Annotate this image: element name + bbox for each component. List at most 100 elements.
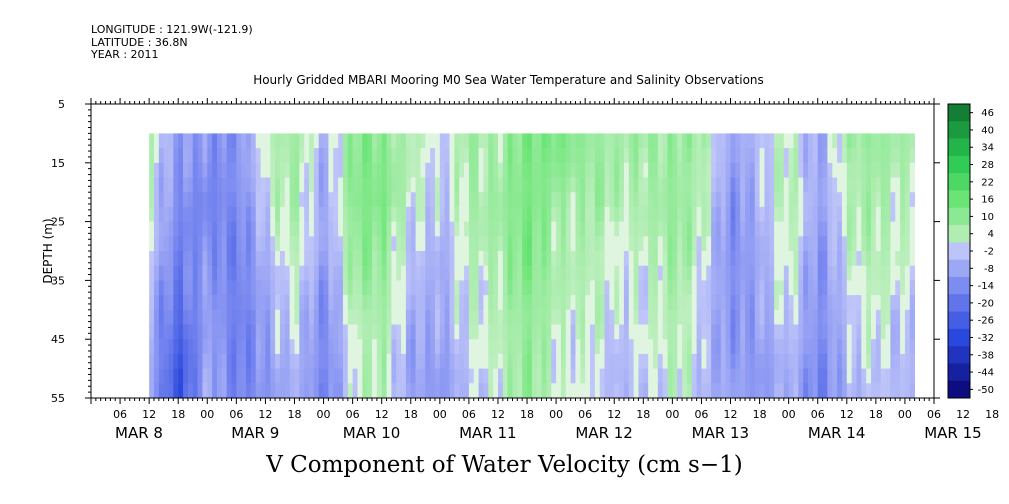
heatmap-cell xyxy=(643,206,649,222)
heatmap-cell xyxy=(575,192,581,208)
heatmap-cell xyxy=(405,324,412,340)
heatmap-cell xyxy=(468,339,475,355)
heatmap-cell xyxy=(405,353,412,369)
heatmap-cell xyxy=(299,368,305,384)
heatmap-cell xyxy=(279,383,286,398)
heatmap-cell xyxy=(546,251,552,267)
heatmap-cell xyxy=(454,221,460,237)
heatmap-cell xyxy=(420,148,426,164)
x-hour-label: 12 xyxy=(491,408,505,421)
heatmap-cell xyxy=(837,353,843,369)
heatmap-cell xyxy=(468,309,475,325)
heatmap-cell xyxy=(885,353,891,369)
heatmap-cell xyxy=(851,251,857,267)
heatmap-cell xyxy=(207,148,213,164)
heatmap-cell xyxy=(875,206,882,222)
heatmap-cell xyxy=(212,162,218,178)
heatmap-cell xyxy=(183,280,189,296)
heatmap-cell xyxy=(173,265,179,281)
heatmap-cell xyxy=(720,251,727,267)
heatmap-cell xyxy=(880,177,886,193)
colorbar-swatch xyxy=(948,104,970,122)
heatmap-cell xyxy=(304,324,310,340)
heatmap-cell xyxy=(822,324,828,340)
heatmap-cell xyxy=(696,251,702,267)
heatmap-cell xyxy=(430,309,436,325)
heatmap-cell xyxy=(623,309,630,325)
heatmap-cell xyxy=(653,368,659,384)
heatmap-cell xyxy=(565,265,572,281)
heatmap-cell xyxy=(677,353,683,369)
heatmap-cell xyxy=(720,368,727,384)
heatmap-cell xyxy=(895,148,901,164)
heatmap-cell xyxy=(168,383,174,398)
heatmap-cell xyxy=(837,368,843,384)
heatmap-cell xyxy=(895,251,901,267)
heatmap-cell xyxy=(439,236,446,252)
heatmap-cell xyxy=(468,265,475,281)
heatmap-cell xyxy=(774,309,780,325)
heatmap-cell xyxy=(497,192,504,208)
heatmap-cell xyxy=(459,353,465,369)
heatmap-cell xyxy=(682,177,688,193)
heatmap-cell xyxy=(846,368,853,384)
heatmap-cell xyxy=(391,206,397,222)
heatmap-cell xyxy=(158,368,165,384)
heatmap-cell xyxy=(793,383,799,398)
heatmap-cell xyxy=(667,221,673,237)
heatmap-cell xyxy=(614,383,620,398)
heatmap-cell xyxy=(149,368,155,384)
heatmap-cell xyxy=(754,309,760,325)
heatmap-cell xyxy=(531,162,538,178)
heatmap-cell xyxy=(822,295,828,311)
heatmap-cell xyxy=(367,383,373,398)
heatmap-cell xyxy=(875,221,882,237)
heatmap-cell xyxy=(900,295,906,311)
heatmap-cell xyxy=(299,339,305,355)
heatmap-cell xyxy=(667,177,673,193)
heatmap-cell xyxy=(372,265,378,281)
heatmap-cell xyxy=(192,295,198,311)
heatmap-cell xyxy=(512,324,518,340)
heatmap-cell xyxy=(260,221,266,237)
heatmap-cell xyxy=(701,133,707,149)
heatmap-cell xyxy=(434,265,441,281)
heatmap-cell xyxy=(158,177,165,193)
y-axis-label: DEPTH (m) xyxy=(41,218,55,283)
heatmap-cell xyxy=(648,251,654,267)
heatmap-cell xyxy=(270,339,276,355)
heatmap-cell xyxy=(149,324,155,340)
heatmap-cell xyxy=(410,221,416,237)
heatmap-cell xyxy=(778,280,785,296)
heatmap-cell xyxy=(856,353,862,369)
heatmap-cell xyxy=(764,295,770,311)
heatmap-cell xyxy=(745,133,751,149)
heatmap-cell xyxy=(580,265,586,281)
heatmap-cell xyxy=(444,295,450,311)
heatmap-cell xyxy=(173,236,179,252)
heatmap-cell xyxy=(313,339,320,355)
heatmap-cell xyxy=(401,383,407,398)
heatmap-cell xyxy=(168,221,174,237)
heatmap-cell xyxy=(304,192,310,208)
heatmap-cell xyxy=(396,280,402,296)
heatmap-cell xyxy=(236,221,242,237)
heatmap-cell xyxy=(512,148,518,164)
heatmap-cell xyxy=(745,148,751,164)
heatmap-cell xyxy=(604,236,610,252)
heatmap-cell xyxy=(158,265,165,281)
heatmap-cell xyxy=(682,236,688,252)
heatmap-cell xyxy=(711,162,717,178)
heatmap-cell xyxy=(425,383,431,398)
heatmap-cell xyxy=(861,221,867,237)
heatmap-cell xyxy=(197,221,203,237)
heatmap-cell xyxy=(696,353,702,369)
heatmap-cell xyxy=(725,339,731,355)
heatmap-cell xyxy=(900,353,906,369)
heatmap-cell xyxy=(875,324,882,340)
heatmap-cell xyxy=(560,221,567,237)
heatmap-cell xyxy=(338,206,344,222)
heatmap-cell xyxy=(153,265,160,281)
heatmap-cell xyxy=(551,177,557,193)
heatmap-cell xyxy=(725,324,731,340)
